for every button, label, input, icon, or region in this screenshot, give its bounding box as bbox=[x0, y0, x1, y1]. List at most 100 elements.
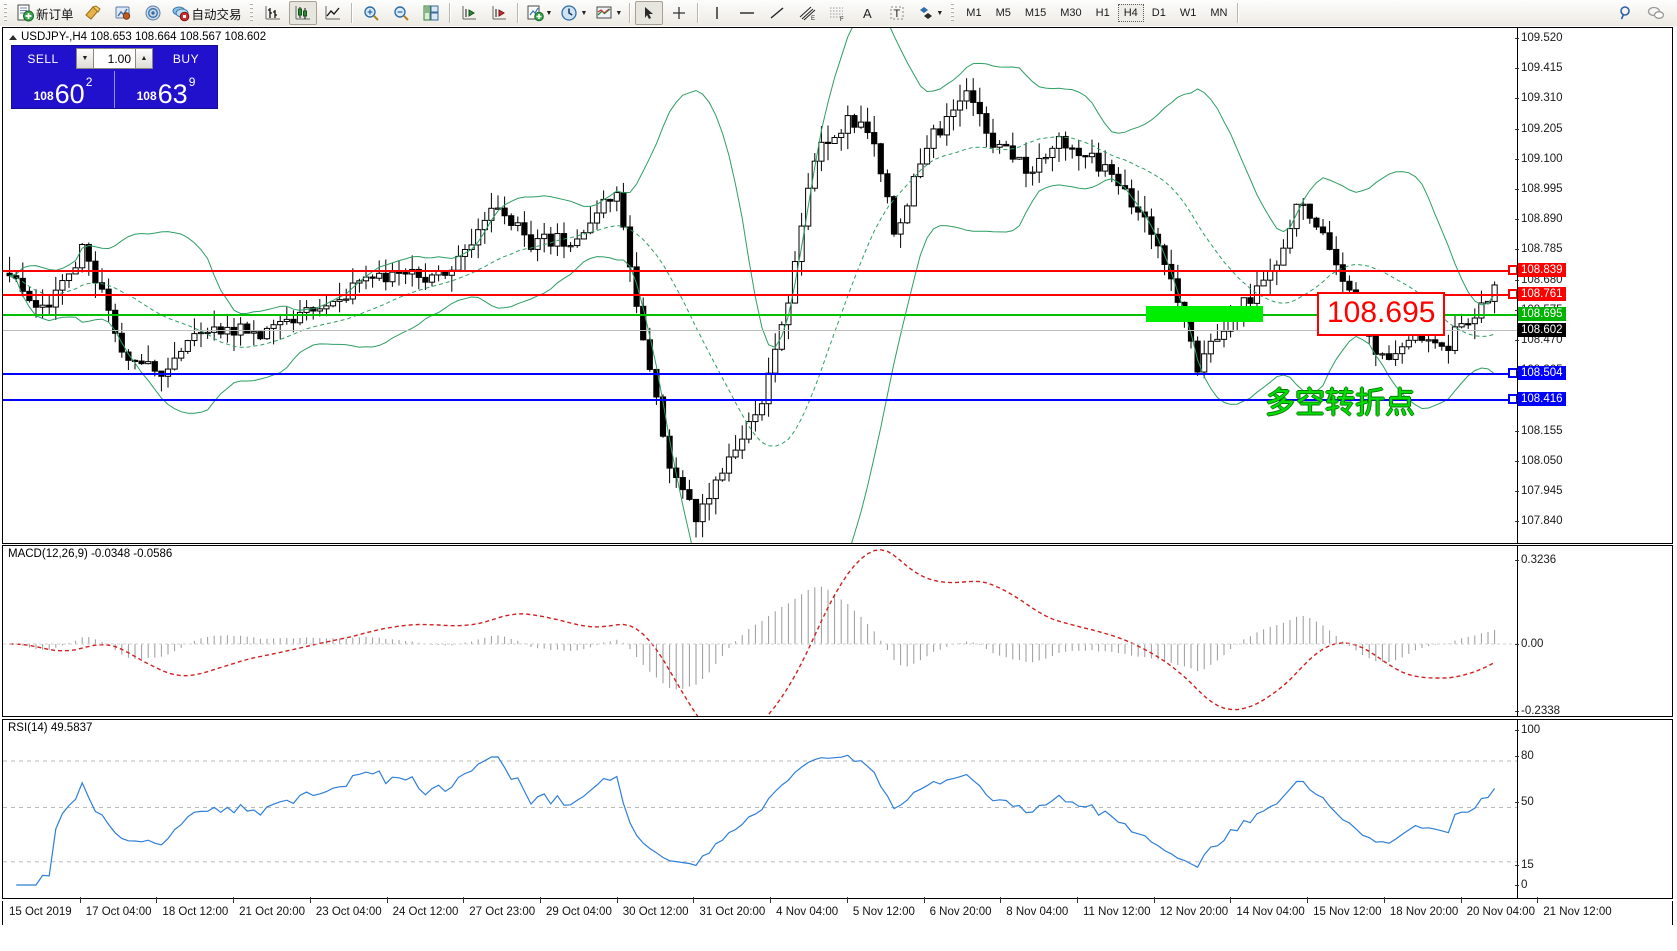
timeframe-h4[interactable]: H4 bbox=[1117, 4, 1144, 22]
resistance-line-108761[interactable] bbox=[3, 294, 1517, 296]
chart-shift-icon[interactable] bbox=[485, 1, 513, 25]
anchor-108839[interactable] bbox=[1508, 265, 1517, 275]
line-chart-icon[interactable] bbox=[319, 1, 347, 25]
buy-price-big: 63 bbox=[157, 79, 188, 109]
price-tick: 108.470 bbox=[1515, 334, 1563, 346]
navigator-icon[interactable] bbox=[109, 1, 137, 25]
collapse-triangle-icon[interactable] bbox=[9, 34, 17, 40]
candlestick-chart-icon[interactable] bbox=[288, 1, 317, 25]
price-axis[interactable]: 109.520 109.415 109.310 109.205 109.100 108.9… bbox=[1515, 28, 1672, 543]
text-icon[interactable]: A bbox=[863, 5, 872, 21]
main-plot[interactable] bbox=[3, 28, 1517, 543]
price-tag[interactable]: 108.839 bbox=[1518, 263, 1566, 277]
anchor-108504[interactable] bbox=[1508, 368, 1517, 378]
sell-quote[interactable]: 108 60 2 bbox=[12, 71, 114, 108]
time-label: 24 Oct 12:00 bbox=[392, 906, 459, 918]
timeframe-h1[interactable]: H1 bbox=[1095, 7, 1110, 19]
signals-icon[interactable] bbox=[139, 1, 167, 25]
zoom-in-icon[interactable] bbox=[357, 1, 385, 25]
timeframe-m1[interactable]: M1 bbox=[966, 7, 982, 19]
resistance-line-108839[interactable] bbox=[3, 270, 1517, 272]
search-icon[interactable] bbox=[1612, 1, 1640, 25]
price-tick: 108.155 bbox=[1515, 424, 1563, 437]
sell-price-sup: 2 bbox=[85, 75, 93, 89]
shapes-icon[interactable]: ▼ bbox=[913, 1, 946, 25]
macd-tick: 0.00 bbox=[1514, 638, 1544, 650]
pivot-line-108695[interactable] bbox=[3, 314, 1517, 316]
buy-button[interactable]: BUY bbox=[172, 51, 200, 66]
templates-icon[interactable]: ▼ bbox=[592, 1, 625, 25]
chevron-down-icon[interactable]: ▼ bbox=[615, 9, 623, 17]
trade-panel-top: SELL ▼ 1.00 ▲ BUY bbox=[12, 46, 217, 71]
chevron-down-icon[interactable]: ▼ bbox=[580, 9, 588, 17]
anchor-108416[interactable] bbox=[1508, 394, 1517, 404]
new-order-button[interactable]: 新订单 bbox=[13, 1, 77, 25]
macd-axis[interactable]: 0.3236 0.00 -0.2338 bbox=[1514, 546, 1672, 717]
auto-scroll-icon[interactable] bbox=[455, 1, 483, 25]
macd-plot[interactable] bbox=[3, 546, 1517, 716]
periods-icon[interactable]: ▼ bbox=[557, 1, 590, 25]
fibonacci-icon[interactable]: F bbox=[823, 1, 851, 25]
chevron-down-icon[interactable]: ▼ bbox=[936, 9, 944, 17]
toolbar-separator-6 bbox=[1237, 3, 1240, 23]
main-price-pane[interactable]: 108.695 多空转折点 USDJPY-,H4 108.653 108.664… bbox=[2, 27, 1673, 544]
volume-down-icon[interactable]: ▼ bbox=[76, 48, 94, 69]
volume-stepper[interactable]: ▼ 1.00 ▲ bbox=[76, 48, 153, 69]
price-callout[interactable]: 108.695 bbox=[1317, 292, 1446, 336]
metaeditor-icon[interactable] bbox=[79, 1, 107, 25]
price-tick: 108.995 bbox=[1515, 183, 1563, 195]
timeframe-d1[interactable]: D1 bbox=[1151, 7, 1166, 19]
cursor-icon[interactable] bbox=[635, 1, 664, 25]
equidistant-channel-icon[interactable]: E bbox=[793, 1, 821, 25]
vertical-line-icon[interactable] bbox=[703, 1, 731, 25]
volume-input[interactable]: 1.00 bbox=[94, 48, 135, 69]
trendline-icon[interactable] bbox=[763, 1, 791, 25]
timeframe-m15[interactable]: M15 bbox=[1024, 7, 1047, 19]
text-label-icon[interactable]: T bbox=[883, 1, 911, 25]
one-click-trading-panel[interactable]: SELL ▼ 1.00 ▲ BUY 108 60 2 108 bbox=[11, 45, 218, 109]
toolbar-grip-2[interactable] bbox=[248, 3, 256, 23]
time-label: 21 Nov 12:00 bbox=[1543, 906, 1612, 918]
price-tag[interactable]: 108.416 bbox=[1518, 392, 1566, 406]
support-line-108504[interactable] bbox=[3, 373, 1517, 375]
volume-up-icon[interactable]: ▲ bbox=[135, 48, 153, 69]
timeframe-m5[interactable]: M5 bbox=[995, 7, 1011, 19]
chat-icon[interactable] bbox=[1642, 1, 1670, 25]
horizontal-line-icon[interactable] bbox=[733, 1, 761, 25]
time-axis[interactable]: 15 Oct 2019 17 Oct 04:00 18 Oct 12:00 21 Oc… bbox=[2, 897, 1673, 925]
support-line-108416[interactable] bbox=[3, 399, 1517, 401]
indicators-icon[interactable]: ▼ bbox=[523, 1, 556, 25]
price-tag[interactable]: 108.761 bbox=[1518, 287, 1566, 301]
rsi-plot[interactable] bbox=[3, 720, 1517, 898]
autotrading-button[interactable]: 自动交易 bbox=[169, 1, 245, 25]
time-label: 14 Nov 04:00 bbox=[1236, 906, 1305, 918]
time-separator bbox=[1307, 897, 1309, 903]
price-tag[interactable]: 108.504 bbox=[1518, 366, 1566, 380]
rsi-axis[interactable]: 100 80 50 15 0 bbox=[1514, 720, 1672, 898]
sell-button[interactable]: SELL bbox=[27, 51, 59, 66]
tile-windows-icon[interactable] bbox=[417, 1, 445, 25]
crosshair-icon[interactable] bbox=[665, 1, 693, 25]
bar-chart-icon[interactable] bbox=[259, 1, 287, 25]
toolbar-grip-3[interactable] bbox=[950, 3, 958, 23]
svg-text:E: E bbox=[811, 16, 815, 22]
chevron-down-icon[interactable]: ▼ bbox=[545, 9, 553, 17]
turning-point-note[interactable]: 多空转折点 bbox=[1265, 386, 1415, 421]
buy-quote[interactable]: 108 63 9 bbox=[114, 71, 217, 108]
zoom-out-icon[interactable] bbox=[387, 1, 415, 25]
zone-highlight-rect[interactable] bbox=[1146, 306, 1263, 322]
price-tag[interactable]: 108.602 bbox=[1518, 323, 1566, 337]
timeframe-w1[interactable]: W1 bbox=[1179, 7, 1197, 19]
price-tick: 109.415 bbox=[1515, 62, 1563, 75]
timeframe-mn[interactable]: MN bbox=[1210, 7, 1228, 19]
price-tag[interactable]: 108.695 bbox=[1518, 307, 1566, 321]
macd-pane[interactable]: MACD(12,26,9) -0.0348 -0.0586 0.3236 0.00… bbox=[2, 545, 1673, 717]
trade-panel-quotes: 108 60 2 108 63 9 bbox=[12, 71, 217, 108]
chart-area[interactable]: 108.695 多空转折点 USDJPY-,H4 108.653 108.664… bbox=[0, 26, 1677, 951]
time-label: 23 Oct 04:00 bbox=[315, 906, 382, 918]
timeframe-m30[interactable]: M30 bbox=[1060, 7, 1082, 19]
anchor-108761[interactable] bbox=[1508, 289, 1517, 299]
toolbar-grip[interactable] bbox=[3, 3, 10, 23]
candlestick-series bbox=[6, 28, 1498, 543]
rsi-pane[interactable]: RSI(14) 49.5837 100 80 50 15 0 bbox=[2, 719, 1673, 899]
